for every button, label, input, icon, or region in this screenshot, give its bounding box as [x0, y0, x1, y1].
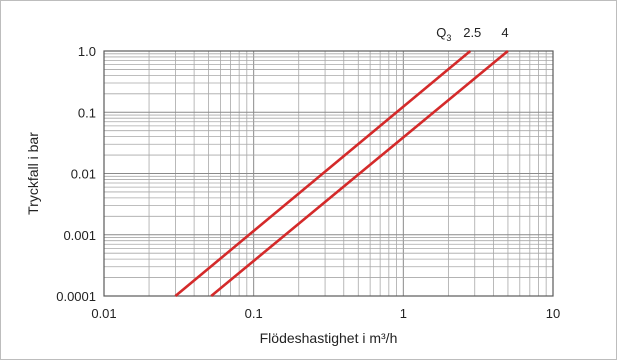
plot-border: [103, 50, 554, 297]
y-tick-label: 0.1: [78, 105, 96, 120]
y-axis-title: Tryckfall i bar: [25, 132, 41, 215]
series-label-4: 4: [501, 25, 508, 40]
series-label-q3: Q3: [436, 25, 451, 43]
y-tick-label: 1.0: [78, 44, 96, 59]
y-tick-label: 0.001: [63, 228, 96, 243]
q-symbol: Q: [436, 25, 446, 40]
x-tick-label: 1: [400, 306, 407, 321]
series-lines: [174, 49, 509, 298]
x-tick-label: 0.1: [245, 306, 263, 321]
y-tick-label: 0.0001: [56, 289, 96, 304]
series-line-4: [210, 49, 509, 298]
series-line-2-5: [174, 50, 472, 297]
y-tick-label: 0.01: [71, 167, 96, 182]
x-tick-label: 10: [546, 306, 560, 321]
series-label-2-5: 2.5: [463, 25, 481, 40]
x-tick-label: 0.01: [91, 306, 116, 321]
grid: [103, 50, 554, 297]
tick-labels: 0.01 0.1 1 10 0.0001 0.001 0.01 0.1 1.0: [56, 44, 560, 321]
x-axis-title: Flödeshastighet i m³/h: [260, 330, 398, 346]
q-subscript: 3: [446, 33, 451, 43]
